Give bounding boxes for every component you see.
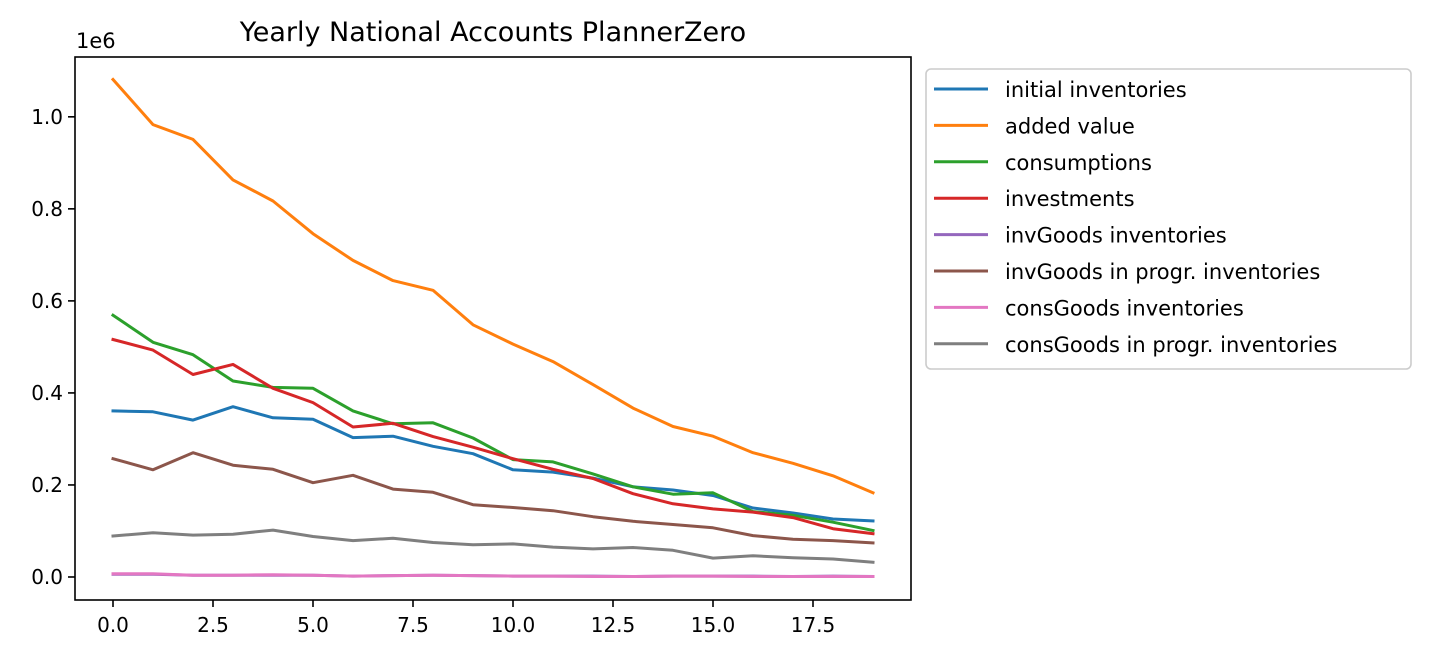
- series-line-2: [110, 313, 875, 533]
- series-line-7: [111, 528, 875, 564]
- legend-label: consumptions: [1005, 151, 1152, 175]
- x-tick-label: 7.5: [397, 613, 429, 637]
- plot-area: [74, 56, 912, 601]
- series-line-3: [111, 337, 875, 536]
- x-tick-label: 0.0: [97, 613, 129, 637]
- x-tick-label: 17.5: [791, 613, 836, 637]
- y-axis-offset-text: 1e6: [76, 29, 116, 53]
- series-line-6: [111, 572, 875, 578]
- legend-label: initial inventories: [1005, 78, 1187, 102]
- legend-frame: [925, 68, 1412, 370]
- x-tick-label: 10.0: [491, 613, 536, 637]
- legend-label: invGoods inventories: [1005, 224, 1227, 248]
- plot-frame: [74, 56, 912, 601]
- legend-label: invGoods in progr. inventories: [1005, 260, 1320, 284]
- y-tick-label: 0.2: [31, 473, 63, 497]
- y-axis: 0.0 0.2 0.4 0.6 0.8 1.0: [31, 105, 75, 589]
- legend-label: consGoods inventories: [1005, 296, 1244, 320]
- legend-label: consGoods in progr. inventories: [1005, 333, 1337, 357]
- y-tick-label: 1.0: [31, 105, 63, 129]
- chart-title: Yearly National Accounts PlannerZero: [239, 17, 746, 48]
- legend-label: investments: [1005, 187, 1135, 211]
- y-tick-label: 0.0: [31, 565, 63, 589]
- legend-label: added value: [1005, 114, 1135, 138]
- x-tick-label: 12.5: [591, 613, 636, 637]
- series-layer: [110, 77, 875, 579]
- x-tick-label: 5.0: [297, 613, 329, 637]
- series-line-0: [111, 405, 875, 523]
- y-tick-label: 0.6: [31, 289, 63, 313]
- y-tick-label: 0.8: [31, 197, 63, 221]
- x-tick-label: 2.5: [197, 613, 229, 637]
- x-tick-label: 15.0: [691, 613, 736, 637]
- series-line-5: [111, 451, 875, 545]
- series-line-1: [110, 77, 875, 495]
- legend: initial inventories added value consumptio…: [925, 68, 1412, 370]
- y-tick-label: 0.4: [31, 381, 63, 405]
- x-axis: 0.0 2.5 5.0 7.5 10.0 12.5 15.0 17.5: [97, 600, 835, 637]
